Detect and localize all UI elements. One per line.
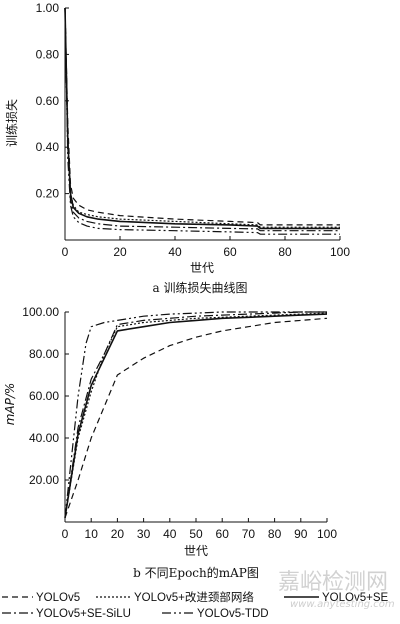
series-line [64,317,328,518]
x-tick-label: 60 [223,245,237,259]
x-tick-label: 60 [216,527,230,541]
series-line [64,7,340,228]
watermark-text: 嘉峪检测网 [278,570,388,595]
legend-label: YOLOv5 [36,592,80,604]
series-line [64,311,327,518]
x-tick-label: 20 [113,245,127,259]
chart-caption: b 不同Epoch的mAP图 [133,565,259,580]
series-line [64,312,328,518]
y-tick-label: 0.20 [36,187,60,201]
x-tick-label: 80 [268,527,282,541]
watermark: 嘉峪检测网 www.anytesting.com [278,570,395,610]
y-tick-label: 40.00 [29,431,59,445]
legend-label: YOLOv5+SE-SiLU [36,608,131,620]
series-line [64,7,340,232]
y-axis-title: 训练损失 [4,99,19,147]
y-tick-label: 0.60 [36,94,60,108]
x-axis-title: 世代 [184,544,208,558]
chart-caption: a 训练损失曲线图 [153,280,248,295]
x-tick-label: 0 [62,245,69,259]
x-tick-label: 50 [189,527,203,541]
series-line [64,7,340,235]
x-tick-label: 30 [137,527,151,541]
x-tick-label: 100 [317,527,337,541]
y-tick-label: 0.80 [36,47,60,61]
x-axis-title: 世代 [190,261,214,275]
y-tick-label: 0.40 [36,140,60,154]
y-tick-label: 80.00 [29,347,59,361]
x-tick-label: 70 [242,527,256,541]
y-axis-title: mAP/% [3,383,17,426]
y-tick-label: 1.00 [36,1,60,15]
map-chart: 20.00 40.00 60.00 80.00 100.00 0 10 20 30 40 50 60… [3,305,337,580]
watermark-url: www.anytesting.com [290,599,395,610]
x-tick-label: 40 [168,245,182,259]
series-line [64,7,340,226]
x-tick-label: 90 [294,527,308,541]
legend-label: YOLOv5+SE [322,592,388,604]
x-tick-label: 10 [85,527,99,541]
training-loss-chart: 0.20 0.40 0.60 0.80 1.00 0 20 40 60 80 100 世代 训练损… [4,1,350,295]
legend-label: YOLOv5-TDD [197,608,269,620]
x-tick-label: 100 [330,245,350,259]
y-tick-label: 20.00 [29,473,59,487]
y-tick-label: 100.00 [22,305,59,319]
series-line [64,311,327,518]
x-tick-label: 40 [163,527,177,541]
series-line [64,7,340,230]
series-line [64,313,328,518]
x-tick-label: 20 [111,527,125,541]
legend-label: YOLOv5+改进颈部网络 [134,590,254,604]
x-tick-label: 0 [62,527,69,541]
x-tick-label: 80 [278,245,292,259]
y-tick-label: 60.00 [29,389,59,403]
legend: YOLOv5 YOLOv5+改进颈部网络 YOLOv5+SE YOLOv5+SE-Si… [2,590,388,620]
